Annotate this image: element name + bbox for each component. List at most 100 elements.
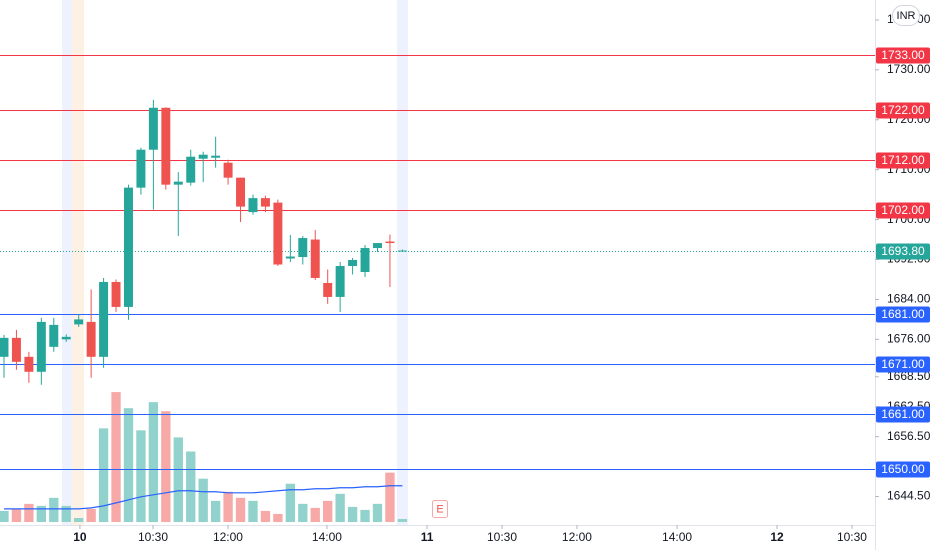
candle-body	[198, 154, 208, 159]
volume-bar	[148, 402, 159, 522]
y-tick-label: 1730.00	[887, 62, 931, 76]
volume-bar	[298, 503, 308, 522]
candle-body	[0, 337, 9, 357]
candle-body	[148, 107, 158, 150]
currency-button[interactable]	[892, 5, 920, 26]
level-label-box	[876, 243, 930, 260]
candle-body	[273, 202, 283, 265]
volume-bar	[24, 503, 34, 522]
level-label: 1681.00	[881, 307, 925, 321]
event-marker-box[interactable]	[432, 500, 448, 518]
level-label-box	[876, 406, 930, 423]
level-label: 1661.00	[881, 407, 925, 421]
volume-bar	[61, 505, 71, 522]
candle-body	[24, 356, 34, 372]
y-tick-label: 1676.00	[887, 332, 931, 346]
volume-bar	[0, 510, 9, 522]
volume-bar	[235, 497, 246, 522]
volume-bar	[136, 430, 146, 522]
candle-body	[260, 198, 270, 207]
candle-body	[61, 336, 71, 340]
candle-body	[173, 181, 183, 185]
volume-bar	[372, 503, 383, 522]
volume-bar	[273, 513, 283, 522]
x-tick-label: 11	[421, 530, 434, 544]
volume-bar	[335, 493, 345, 522]
x-tick-label: 10:30	[487, 530, 517, 544]
volume-bar	[198, 478, 208, 522]
volume-bar	[210, 500, 221, 522]
volume-bar	[385, 472, 395, 522]
volume-bar	[74, 517, 84, 522]
candle-body	[360, 248, 370, 272]
volume-bar	[248, 500, 258, 522]
volume-bar	[347, 506, 358, 522]
volume-ma-line	[3, 485, 403, 510]
level-label: 1702.00	[881, 203, 925, 217]
candle-body	[11, 337, 21, 362]
candle-body	[124, 187, 133, 307]
level-label-box	[876, 461, 930, 478]
candle-body	[161, 107, 171, 185]
candle-body	[186, 156, 196, 183]
candle-body	[348, 260, 358, 266]
volume-bar	[323, 500, 333, 522]
candle-body	[397, 250, 407, 252]
level-label-box	[876, 102, 930, 119]
candle-body	[99, 281, 109, 357]
level-label-box	[876, 202, 930, 219]
level-label: 1733.00	[881, 48, 925, 62]
volume-bar	[360, 509, 370, 522]
candle-body	[223, 162, 233, 178]
candle-body	[49, 324, 59, 347]
session-band	[397, 0, 408, 525]
candle-body	[111, 281, 121, 307]
candle-body	[323, 282, 333, 297]
volume-bar	[49, 497, 59, 522]
volume-bar	[86, 508, 96, 522]
candle-body	[310, 239, 320, 278]
x-tick-label: 14:00	[312, 530, 342, 544]
y-tick-label: 1644.50	[887, 489, 931, 503]
candle-body	[36, 321, 46, 372]
volume-bar	[98, 428, 109, 522]
level-label: 1671.00	[881, 357, 925, 371]
session-band	[72, 0, 84, 525]
volume-bar	[11, 508, 22, 522]
volume-bar	[123, 408, 134, 522]
candle-body	[298, 238, 308, 258]
level-label-box	[876, 152, 930, 169]
candle-body	[385, 241, 395, 244]
level-label: 1693.80	[881, 244, 925, 258]
level-label: 1650.00	[881, 462, 925, 476]
candle-body	[136, 149, 146, 188]
level-label-box	[876, 47, 930, 64]
x-tick-label: 12	[770, 530, 784, 544]
candle-body	[248, 198, 258, 213]
level-label: 1722.00	[881, 103, 925, 117]
session-band	[62, 0, 72, 525]
volume-bar	[111, 392, 121, 522]
candle-body	[335, 265, 345, 297]
volume-bar	[36, 505, 47, 522]
y-tick-label: 1684.00	[887, 292, 931, 306]
x-tick-label: 14:00	[662, 530, 692, 544]
candle-body	[211, 155, 221, 158]
x-tick-label: 10:30	[138, 530, 168, 544]
currency-label[interactable]: INR	[897, 10, 916, 22]
volume-bar	[161, 411, 171, 522]
volume-bar	[260, 510, 271, 522]
volume-bar	[186, 451, 196, 522]
event-marker[interactable]: E	[436, 503, 443, 515]
x-tick-label: 10	[73, 530, 87, 544]
candle-body	[236, 177, 246, 207]
x-tick-label: 10:30	[837, 530, 867, 544]
x-tick-label: 12:00	[213, 530, 243, 544]
candle-body	[285, 256, 295, 259]
level-label: 1712.00	[881, 153, 925, 167]
candle-body	[373, 243, 382, 249]
volume-bar	[397, 518, 408, 522]
volume-bar	[173, 437, 183, 522]
volume-bar	[223, 491, 233, 522]
